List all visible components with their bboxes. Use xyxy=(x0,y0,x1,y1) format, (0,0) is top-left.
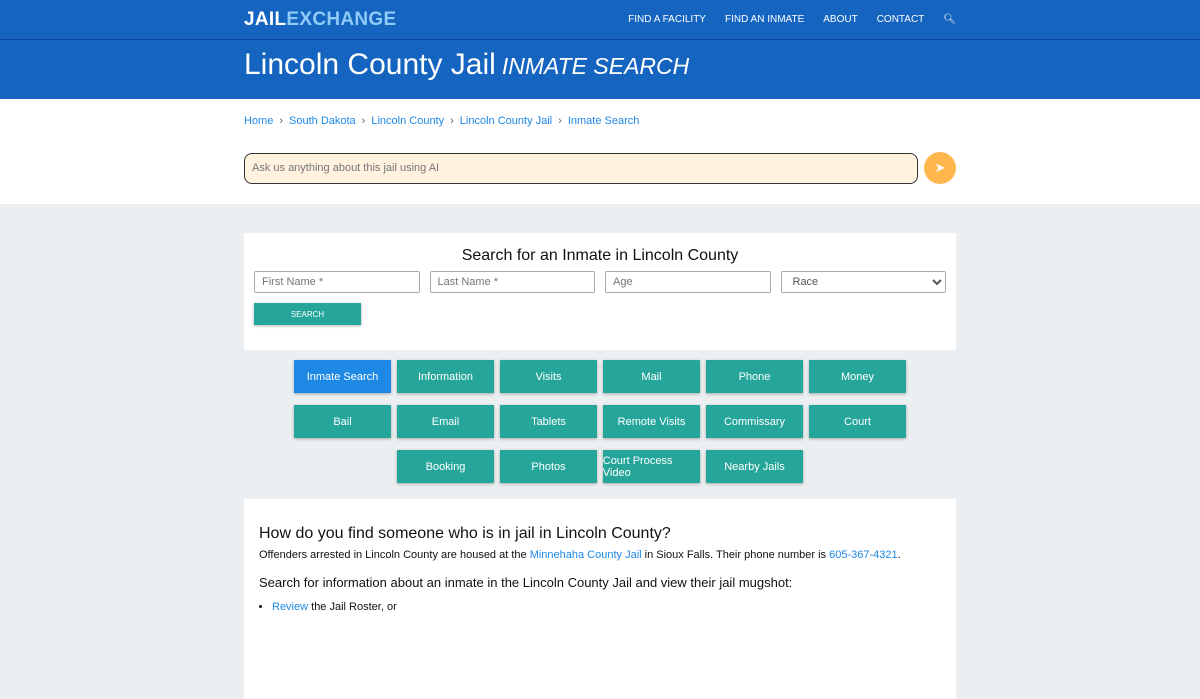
tab-remote-visits[interactable]: Remote Visits xyxy=(602,405,701,438)
send-icon: ➤ xyxy=(934,160,946,175)
crumb-state[interactable]: South Dakota xyxy=(289,115,356,127)
tab-mail[interactable]: Mail xyxy=(602,360,701,393)
page-header: Lincoln County Jail INMATE SEARCH xyxy=(0,40,1200,99)
crumb-county[interactable]: Lincoln County xyxy=(371,115,445,127)
nav-find-inmate[interactable]: FIND AN INMATE xyxy=(724,14,805,25)
tab-court[interactable]: Court xyxy=(808,405,907,438)
nav-about[interactable]: ABOUT xyxy=(823,14,858,25)
minnehaha-jail-link[interactable]: Minnehaha County Jail xyxy=(529,549,642,561)
chevron-right-icon: › xyxy=(450,115,454,127)
tab-court-process-video[interactable]: Court Process Video xyxy=(602,450,701,483)
tab-commissary[interactable]: Commissary xyxy=(705,405,804,438)
nav-find-facility[interactable]: FIND A FACILITY xyxy=(628,14,706,25)
review-link[interactable]: Review xyxy=(272,601,309,613)
content-section: How do you find someone who is in jail i… xyxy=(244,499,956,699)
chevron-right-icon: › xyxy=(361,115,366,127)
tab-email[interactable]: Email xyxy=(396,405,495,438)
chevron-right-icon: › xyxy=(558,115,562,127)
content-paragraph: Offenders arrested in Lincoln County are… xyxy=(259,549,901,561)
tab-visits[interactable]: Visits xyxy=(499,360,598,393)
crumb-current[interactable]: Inmate Search xyxy=(567,115,640,127)
ai-question-input[interactable] xyxy=(244,152,919,184)
nav-contact[interactable]: CONTACT xyxy=(876,14,925,25)
tab-money[interactable]: Money xyxy=(808,360,907,393)
first-name-input[interactable] xyxy=(254,271,420,293)
age-input[interactable] xyxy=(605,271,771,293)
logo[interactable]: JAILEXCHANGE xyxy=(244,8,397,30)
list-item: Review the Jail Roster, or xyxy=(272,601,941,613)
tab-information[interactable]: Information xyxy=(396,360,495,393)
chevron-right-icon: › xyxy=(279,115,284,127)
race-select[interactable]: Race xyxy=(780,271,946,293)
crumb-home[interactable]: Home xyxy=(244,115,274,127)
tab-photos[interactable]: Photos xyxy=(499,450,598,483)
breadcrumb: Home › South Dakota › Lincoln County › Linc… xyxy=(244,115,956,127)
last-name-input[interactable] xyxy=(429,271,595,293)
content-subheading: Search for information about an inmate i… xyxy=(259,575,793,590)
send-button[interactable]: ➤ xyxy=(924,152,956,184)
tab-phone[interactable]: Phone xyxy=(705,360,804,393)
top-nav: JAILEXCHANGE FIND A FACILITY FIND AN INM… xyxy=(0,0,1200,40)
search-button[interactable]: SEARCH xyxy=(254,303,361,325)
tab-booking[interactable]: Booking xyxy=(396,450,495,483)
crumb-jail[interactable]: Lincoln County Jail xyxy=(459,115,553,127)
page-title: Lincoln County Jail xyxy=(244,48,496,81)
inmate-search-form: Search for an Inmate in Lincoln County R… xyxy=(244,233,956,350)
search-title: Search for an Inmate in Lincoln County xyxy=(461,247,739,264)
tab-inmate-search[interactable]: Inmate Search xyxy=(293,360,392,393)
search-icon[interactable]: 🔍︎ xyxy=(943,14,956,25)
tab-nearby-jails[interactable]: Nearby Jails xyxy=(705,450,804,483)
tab-bail[interactable]: Bail xyxy=(293,405,392,438)
page-subtitle: INMATE SEARCH xyxy=(501,53,690,79)
content-heading: How do you find someone who is in jail i… xyxy=(259,525,671,542)
section-tabs: Inmate Search Information Visits Mail Phone M… xyxy=(244,360,956,483)
tab-tablets[interactable]: Tablets xyxy=(499,405,598,438)
phone-link[interactable]: 605-367-4321 xyxy=(829,549,898,561)
